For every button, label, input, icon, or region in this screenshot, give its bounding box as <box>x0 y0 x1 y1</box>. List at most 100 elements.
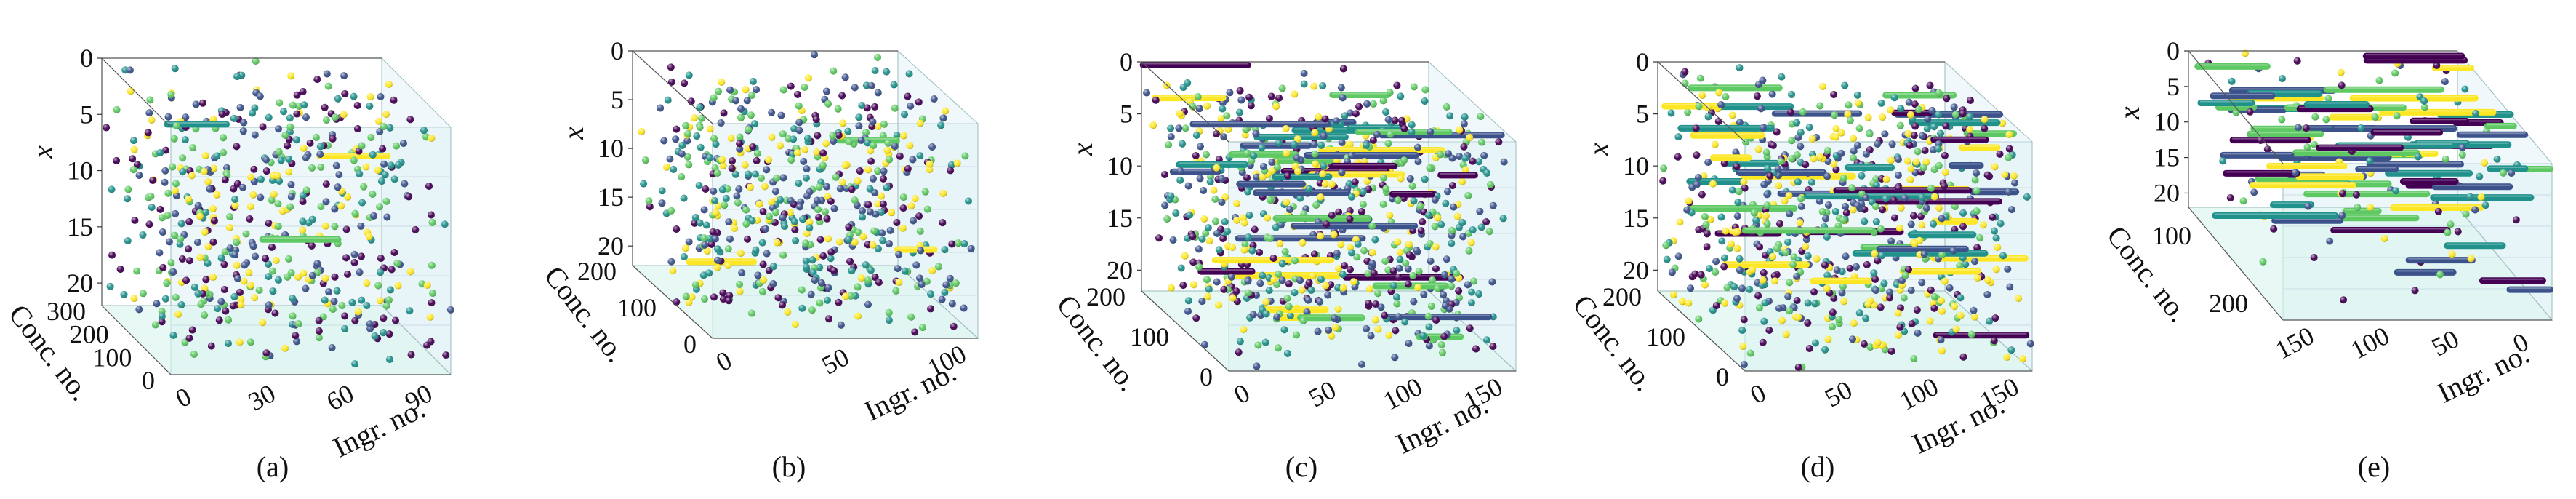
data-point-shade <box>1924 115 1932 123</box>
data-point-shade <box>1189 233 1197 241</box>
data-point-shade <box>371 332 379 340</box>
data-point-shade <box>139 290 147 298</box>
data-point-shade <box>747 111 755 119</box>
data-point-shade <box>1417 227 1425 235</box>
data-point-shade <box>294 320 302 328</box>
data-point-shade <box>1143 89 1151 97</box>
data-point-shade <box>1317 141 1325 149</box>
data-point-shade <box>862 129 870 137</box>
data-point-shade <box>666 155 674 163</box>
data-point-shade <box>1850 319 1858 327</box>
x-tick-label: 10 <box>598 134 624 163</box>
data-point-shade <box>1217 115 1225 123</box>
data-point-shade <box>1283 295 1291 303</box>
data-point-shade <box>1685 299 1693 307</box>
data-point-shade <box>274 223 282 231</box>
data-point-shade <box>1966 96 1974 104</box>
data-point-shade <box>169 331 177 339</box>
data-point-shade <box>736 140 744 148</box>
data-point-shade <box>1232 199 1240 207</box>
data-point-shade <box>1739 343 1747 351</box>
data-point-shade <box>792 236 800 244</box>
x-tick-label: 15 <box>598 183 624 212</box>
data-point-shade <box>684 129 692 137</box>
data-point-shade <box>916 119 924 127</box>
data-point-shade <box>1997 220 2005 228</box>
data-point-shade <box>1387 130 1395 138</box>
data-point-shade <box>1700 172 1708 180</box>
data-point-shade <box>1226 89 1234 97</box>
data-point-shade <box>174 310 182 318</box>
data-point-shade <box>1320 161 1328 169</box>
data-point-shade <box>124 236 132 244</box>
data-point-shade <box>1291 257 1299 265</box>
data-point-shade <box>394 282 402 290</box>
data-point-shade <box>1324 291 1332 299</box>
data-point-shade <box>1273 313 1281 321</box>
data-point-shade <box>946 274 954 282</box>
data-point-shade <box>1797 143 1805 151</box>
data-point-shade <box>262 349 270 357</box>
data-point-shade <box>366 102 374 110</box>
data-point-shade <box>1992 266 2000 274</box>
data-point-shade <box>890 81 898 89</box>
data-point-shade <box>1907 220 1915 228</box>
data-point-shade <box>153 300 161 308</box>
data-marks <box>1139 62 1508 370</box>
data-point-shade <box>1981 124 1989 132</box>
data-point-shade <box>1477 113 1485 121</box>
data-point-shade <box>1393 81 1401 89</box>
data-point-shade <box>386 286 394 294</box>
data-point-shade <box>1905 98 1913 106</box>
x-tick-label: 5 <box>1120 100 1133 129</box>
data-point-shade <box>779 86 787 94</box>
data-point-shade <box>1275 270 1283 278</box>
data-point-shade <box>1311 129 1319 137</box>
data-point-shade <box>1754 145 1762 153</box>
data-point-shade <box>1927 286 1935 294</box>
data-point-shade <box>380 160 388 168</box>
z-tick-label: 60 <box>321 378 358 416</box>
data-point-shade <box>162 146 170 154</box>
data-point-shade <box>657 104 665 112</box>
data-point-shade <box>808 306 816 314</box>
data-point-shade <box>1755 304 1763 312</box>
data-point-shade <box>1432 265 1440 273</box>
data-point-shade <box>1983 290 1991 298</box>
data-point-shade <box>1485 228 1493 236</box>
data-point-shade <box>1872 181 1880 189</box>
data-point-shade <box>1786 279 1794 287</box>
data-point-shade <box>148 116 156 124</box>
data-point-shade <box>1458 177 1466 185</box>
data-point-shade <box>1283 149 1291 157</box>
data-point-shade <box>1839 282 1847 290</box>
data-point-shade <box>1829 323 1837 331</box>
data-point-shade <box>1218 198 1226 206</box>
data-point-shade <box>1442 199 1450 207</box>
data-point-shade <box>247 173 255 181</box>
data-point-shade <box>888 209 896 217</box>
data-point-shade <box>1214 301 1222 309</box>
data-point-shade <box>376 203 384 211</box>
data-point-shade <box>1935 111 1943 119</box>
data-point-shade <box>1355 103 1363 111</box>
data-point-shade <box>1453 327 1461 335</box>
data-point-shade <box>124 185 132 193</box>
data-point-shade <box>960 304 968 312</box>
data-point-shade <box>802 257 810 265</box>
y-tick-label: 200 <box>1086 282 1126 311</box>
data-point-shade <box>847 292 855 300</box>
data-point-shade <box>1872 217 1880 225</box>
data-point-shade <box>779 251 787 259</box>
data-point-shade <box>727 134 735 142</box>
data-point-shade <box>1179 282 1187 290</box>
data-point-shade <box>1692 124 1700 132</box>
data-point-shade <box>774 294 782 302</box>
data-point-shade <box>1794 314 1802 322</box>
data-point-shade <box>206 185 214 193</box>
data-point-shade <box>832 173 840 181</box>
data-point-shade <box>192 100 200 108</box>
data-point-shade <box>781 223 789 231</box>
